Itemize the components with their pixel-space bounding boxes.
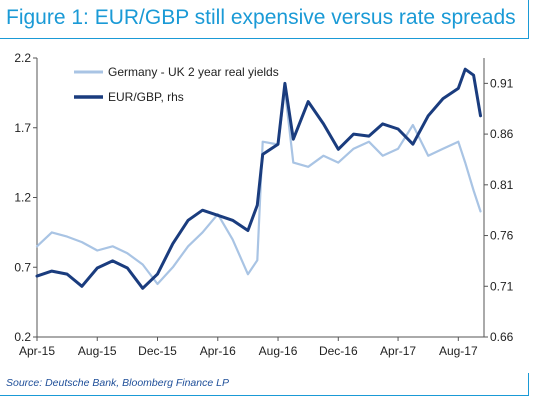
x-tick-label: Aug-15 — [78, 344, 117, 358]
frame-line-right — [528, 0, 529, 39]
y-left-tick-label: 0.7 — [14, 260, 31, 274]
y-left-tick-label: 2.2 — [14, 51, 31, 65]
x-tick-label: Apr-16 — [200, 344, 236, 358]
y-right-tick-label: 0.71 — [490, 279, 514, 293]
x-tick-label: Aug-17 — [439, 344, 478, 358]
x-tick-label: Dec-16 — [319, 344, 358, 358]
x-tick-label: Apr-17 — [380, 344, 416, 358]
x-tick-label: Apr-15 — [19, 344, 55, 358]
y-left-tick-label: 1.7 — [14, 121, 31, 135]
legend-label-1: EUR/GBP, rhs — [108, 90, 184, 104]
y-right-tick-label: 0.86 — [490, 127, 514, 141]
x-tick-label: Aug-16 — [259, 344, 298, 358]
y-left-tick-label: 0.2 — [14, 330, 31, 344]
series-line-0 — [35, 88, 482, 286]
frame-line-top — [0, 38, 528, 39]
y-right-tick-label: 0.76 — [490, 229, 514, 243]
axes-layer: 0.2 0.7 1.2 1.7 2.2 0.66 0.71 0.76 0.81 0.86 0.91 A… — [14, 51, 513, 358]
figure-title: Figure 1: EUR/GBP still expensive versus… — [6, 6, 516, 29]
series-layer — [35, 67, 482, 290]
y-right-tick-label: 0.91 — [490, 76, 514, 90]
frame-line-bottom — [0, 395, 528, 396]
legend-label-0: Germany - UK 2 year real yields — [108, 65, 279, 79]
x-tick-label: Dec-15 — [138, 344, 177, 358]
series-line-1 — [35, 67, 482, 290]
legend: Germany - UK 2 year real yields EUR/GBP, … — [74, 65, 279, 104]
y-left-tick-label: 1.2 — [14, 191, 31, 205]
y-right-tick-label: 0.81 — [490, 178, 514, 192]
frame-line-bottom-right — [528, 373, 529, 396]
source-note: Source: Deutsche Bank, Bloomberg Finance… — [6, 377, 229, 389]
y-right-tick-label: 0.66 — [490, 330, 514, 344]
